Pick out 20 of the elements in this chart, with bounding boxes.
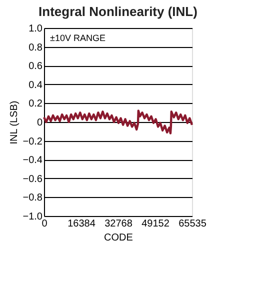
y-tick-label: 0 bbox=[36, 118, 43, 128]
y-tick-label: −0.4 bbox=[22, 155, 43, 166]
line-series bbox=[42, 110, 194, 134]
x-tick-label: 32768 bbox=[104, 218, 133, 230]
x-tick-label: 65535 bbox=[178, 218, 207, 230]
y-tick-label: −1.0 bbox=[22, 212, 43, 222]
y-tick-label: −0.2 bbox=[22, 136, 43, 148]
y-tick-label: −0.8 bbox=[22, 192, 43, 204]
chart-title: Integral Nonlinearity (INL) bbox=[38, 4, 198, 19]
annotation: ±10V RANGE bbox=[50, 33, 106, 43]
y-tick-label: 0.2 bbox=[28, 98, 43, 110]
x-axis-title: CODE bbox=[104, 232, 134, 244]
x-tick-label: 49152 bbox=[142, 218, 170, 230]
y-tick-label: 0.6 bbox=[28, 61, 43, 72]
y-tick-label: −0.6 bbox=[22, 174, 43, 185]
y-tick-label: 0.4 bbox=[28, 80, 43, 91]
y-tick-label: 0.8 bbox=[28, 42, 43, 54]
y-axis-title: INL (LSB) bbox=[8, 100, 20, 144]
y-tick-label: 1.0 bbox=[28, 24, 43, 34]
x-tick-label: 16384 bbox=[68, 218, 96, 230]
